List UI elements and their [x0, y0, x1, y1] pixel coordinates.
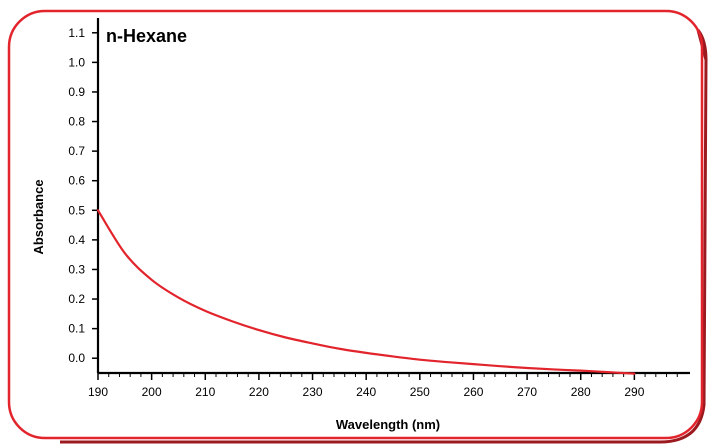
x-tick-label: 280 — [571, 385, 591, 399]
x-tick-label: 200 — [142, 385, 162, 399]
y-tick-label: 0.0 — [68, 351, 85, 365]
y-tick-label: 0.6 — [68, 174, 85, 188]
axes-layer — [96, 18, 690, 375]
x-tick-label: 290 — [624, 385, 644, 399]
y-tick-label: 0.8 — [68, 115, 85, 129]
y-tick-label: 1.0 — [68, 55, 85, 69]
frame-layer — [7, 9, 708, 444]
y-tick-label: 0.9 — [68, 85, 85, 99]
chart-title: n-Hexane — [106, 26, 187, 46]
x-tick-label: 230 — [303, 385, 323, 399]
x-tick-label: 210 — [195, 385, 215, 399]
y-tick-label: 0.4 — [68, 233, 85, 247]
x-tick-label: 220 — [249, 385, 269, 399]
y-tick-label: 0.5 — [68, 203, 85, 217]
y-tick-label: 0.2 — [68, 292, 85, 306]
frame-shadow — [60, 29, 708, 444]
series-line-0 — [96, 209, 636, 375]
y-tick-label: 0.3 — [68, 262, 85, 276]
y-axis-title: Absorbance — [31, 179, 46, 254]
x-tick-label: 260 — [463, 385, 483, 399]
series-layer — [96, 209, 636, 375]
y-tick-label: 0.7 — [68, 144, 85, 158]
y-tick-label: 0.1 — [68, 322, 85, 336]
x-axis-title: Wavelength (nm) — [336, 417, 440, 432]
chart-frame — [7, 9, 704, 440]
ticks-layer: 190 200 210 220 230 240 250 260 270 280 290 0.0 0.1 0… — [68, 26, 678, 399]
x-tick-label: 190 — [88, 385, 108, 399]
x-tick-label: 250 — [410, 385, 430, 399]
x-tick-label: 270 — [517, 385, 537, 399]
y-tick-label: 1.1 — [68, 26, 85, 40]
x-tick-label: 240 — [356, 385, 376, 399]
